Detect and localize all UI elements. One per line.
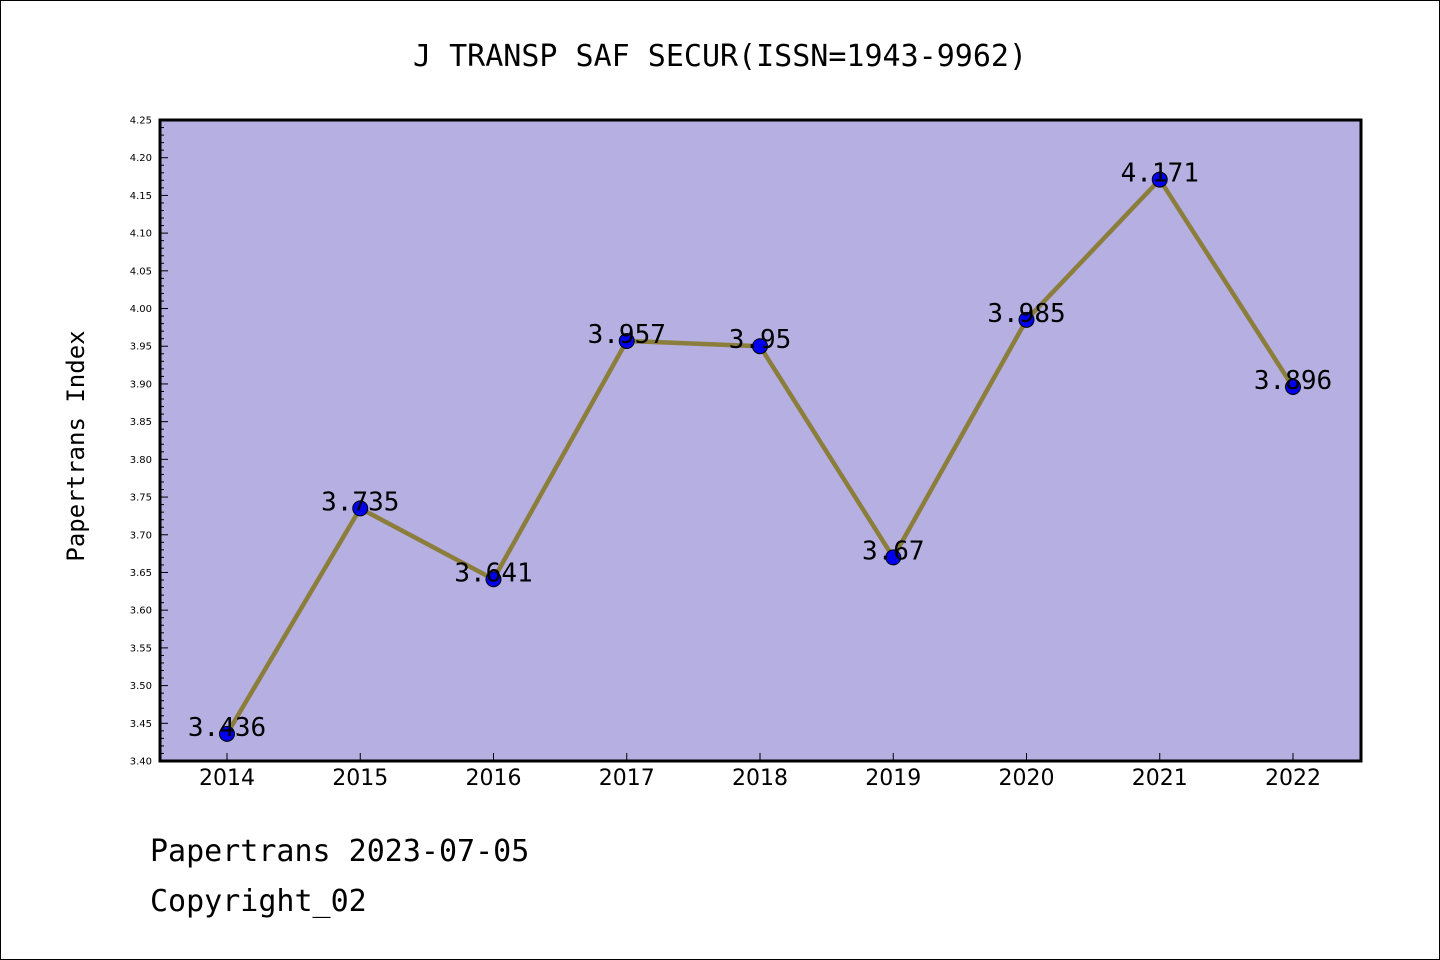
x-tick-label: 2020 xyxy=(999,766,1055,791)
y-tick-label: 3.95 xyxy=(130,342,152,353)
footer-copyright: Copyright_02 xyxy=(150,884,367,919)
data-label: 3.436 xyxy=(188,713,266,743)
y-tick-label: 4.20 xyxy=(130,153,152,164)
x-tick-label: 2018 xyxy=(732,766,788,791)
data-label: 3.641 xyxy=(454,558,532,588)
footer-date: Papertrans 2023-07-05 xyxy=(150,834,530,869)
data-label: 3.957 xyxy=(588,320,666,350)
y-tick-label: 3.65 xyxy=(130,568,152,579)
y-tick-label: 4.15 xyxy=(130,191,152,202)
plot-area xyxy=(160,120,1361,761)
data-point xyxy=(485,571,502,588)
data-label: 4.171 xyxy=(1121,159,1199,189)
x-tick-label: 2022 xyxy=(1265,766,1321,791)
y-tick-label: 3.80 xyxy=(130,455,152,466)
series-markers xyxy=(219,171,1301,742)
data-label: 3.735 xyxy=(321,487,399,517)
data-point xyxy=(885,549,902,566)
y-tick-label: 3.70 xyxy=(130,530,152,541)
x-tick-label: 2019 xyxy=(865,766,921,791)
y-tick-label: 3.40 xyxy=(130,757,152,768)
x-tick-label: 2015 xyxy=(332,766,388,791)
y-tick-label: 4.00 xyxy=(130,304,152,315)
y-tick-label: 4.10 xyxy=(130,229,152,240)
y-axis-label: Papertrans Index xyxy=(62,330,90,561)
x-tick-label: 2021 xyxy=(1132,766,1188,791)
x-axis: 2014 2015 2016 2017 2018 2019 2020 2021 2022 xyxy=(199,753,1321,791)
y-tick-label: 4.25 xyxy=(130,116,152,127)
y-tick-label: 3.85 xyxy=(130,417,152,428)
data-point xyxy=(618,332,635,349)
data-label: 3.67 xyxy=(862,536,925,566)
x-tick-label: 2016 xyxy=(466,766,522,791)
data-point xyxy=(219,725,235,742)
y-tick-label: 3.45 xyxy=(130,719,152,730)
x-tick-label: 2017 xyxy=(599,766,655,791)
y-tick-label: 4.05 xyxy=(130,266,152,277)
data-label: 3.896 xyxy=(1254,366,1332,396)
y-tick-label: 3.50 xyxy=(130,681,152,692)
y-tick-label: 3.55 xyxy=(130,643,152,654)
data-labels: 3.436 3.735 3.641 3.957 3.95 3.67 3.985 4.171 3.… xyxy=(188,159,1332,743)
y-axis: 3.40 3.45 3.50 3.55 3.60 3.65 3.70 3.75 3.80 3.85… xyxy=(130,116,168,768)
y-tick-label: 3.60 xyxy=(130,606,152,617)
data-point xyxy=(352,500,369,517)
y-tick-label: 3.90 xyxy=(130,379,152,390)
x-tick-label: 2014 xyxy=(199,766,255,791)
data-point xyxy=(752,338,768,355)
chart-title: J TRANSP SAF SECUR(ISSN=1943-9962) xyxy=(413,39,1027,74)
plot-border xyxy=(158,118,1363,763)
y-tick-label: 3.75 xyxy=(130,493,152,504)
data-point xyxy=(1285,378,1301,395)
data-point xyxy=(1151,171,1168,188)
data-point xyxy=(1018,311,1035,328)
data-label: 3.95 xyxy=(729,325,792,355)
data-label: 3.985 xyxy=(987,299,1065,329)
